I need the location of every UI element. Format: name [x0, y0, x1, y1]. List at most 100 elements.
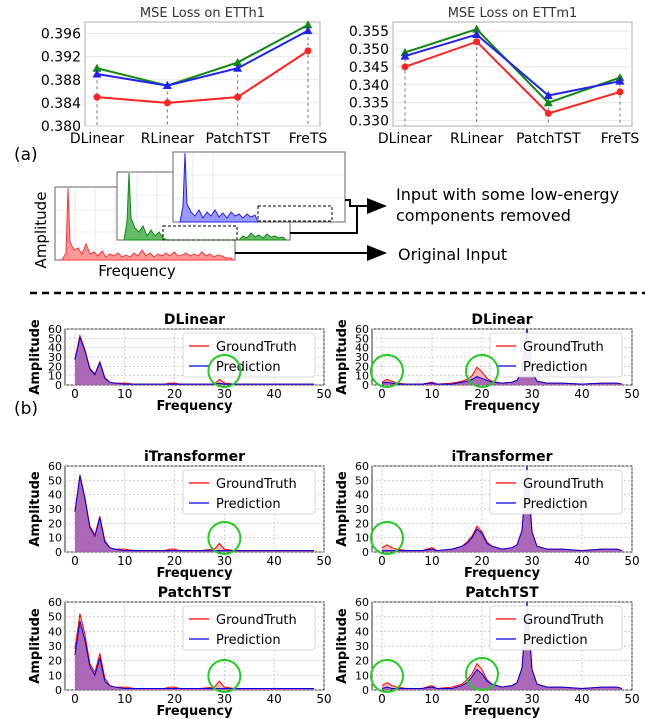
chart-title: MSE Loss on ETTm1 [448, 6, 578, 21]
partial-spectrum-area [123, 172, 288, 241]
legend-label-groundtruth: GroundTruth [216, 340, 297, 355]
prediction-area [74, 621, 315, 690]
y-tick-label: 20 [355, 517, 369, 530]
arrow-reduced [345, 198, 387, 214]
y-tick-label: 50 [355, 474, 369, 487]
label-removed-line1: Input with some low-energy [396, 185, 619, 204]
data-point [400, 51, 410, 60]
x-tick-label: 10 [424, 554, 439, 568]
data-point [472, 24, 482, 33]
y-tick-label: 40 [48, 489, 62, 502]
x-axis-label: Frequency [156, 704, 233, 719]
y-tick-label: 0 [362, 684, 369, 697]
y-tick-label: 30 [355, 503, 369, 516]
prediction-line [381, 601, 623, 690]
y-tick-label: 0 [362, 379, 369, 392]
x-tick-label: 40 [574, 387, 589, 401]
y-axis-label: Amplitude [335, 471, 350, 547]
y-tick-label: 30 [48, 351, 62, 364]
highlight-circle [207, 659, 242, 693]
arrows [235, 198, 387, 261]
series-line [96, 29, 309, 87]
arrow-partial [290, 206, 358, 234]
y-tick-label: 10 [355, 669, 369, 682]
data-point [92, 63, 102, 72]
x-axis-label: Frequency [156, 399, 233, 414]
y-tick-label: 0.392 [41, 50, 81, 66]
chart-title: DLinear [164, 312, 225, 328]
y-tick-label: 20 [48, 517, 62, 530]
data-point [401, 63, 409, 71]
y-tick-label: 30 [355, 640, 369, 653]
legend-label-groundtruth: GroundTruth [216, 477, 297, 492]
y-tick-label: 50 [355, 611, 369, 624]
chart-mse-etth1: MSE Loss on ETTh1 0.380 0.384 0.388 0.392 0.3… [41, 6, 327, 147]
x-tick-label: 40 [267, 554, 282, 568]
x-tick-label: DLinear [378, 131, 433, 147]
series-line [96, 24, 309, 87]
x-tick-label: 30 [217, 554, 232, 568]
x-tick-label: 20 [474, 554, 489, 568]
chart-title: iTransformer [144, 449, 245, 465]
chart-title: MSE Loss on ETTh1 [140, 6, 265, 21]
data-point [93, 93, 101, 101]
y-tick-label: 40 [48, 625, 62, 638]
y-tick-label: 50 [48, 332, 62, 345]
y-tick-label: 0.396 [41, 27, 81, 43]
x-tick-label: 20 [167, 554, 182, 568]
x-tick-label: 50 [316, 692, 331, 706]
x-tick-label: RLinear [141, 131, 194, 147]
panel-label-b: (b) [14, 399, 38, 419]
frequency-removal-diagram: Amplitude Frequency Input with some low-… [32, 151, 619, 280]
y-tick-label: 40 [355, 342, 369, 355]
original-spectrum-area [61, 187, 233, 261]
series-line [404, 40, 621, 115]
y-tick-label: 0.355 [349, 24, 389, 40]
series-line [96, 50, 309, 104]
data-point [233, 63, 243, 72]
diagram-y-label: Amplitude [32, 192, 50, 269]
y-tick-label: 60 [355, 460, 369, 473]
chart-title: iTransformer [451, 449, 552, 465]
data-point [233, 57, 243, 66]
y-tick-label: 0 [55, 684, 62, 697]
data-point [303, 26, 313, 35]
x-tick-label: 50 [316, 387, 331, 401]
data-point [543, 98, 553, 107]
y-tick-label: 30 [48, 503, 62, 516]
x-tick-label: PatchTST [516, 131, 581, 147]
highlight-circle [207, 354, 242, 388]
data-point [92, 69, 102, 78]
x-axis-label: Frequency [156, 566, 233, 581]
y-tick-label: 0.345 [349, 60, 389, 76]
x-tick-label: 50 [624, 387, 639, 401]
y-tick-label: 0 [55, 546, 62, 559]
legend-label-prediction: Prediction [216, 360, 281, 375]
y-tick-label: 40 [355, 625, 369, 638]
x-tick-label: FreTS [289, 131, 328, 147]
y-tick-label: 20 [355, 360, 369, 373]
y-tick-label: 10 [355, 532, 369, 545]
x-tick-label: DLinear [70, 131, 125, 147]
x-tick-label: 30 [217, 387, 232, 401]
y-axis-label: Amplitude [28, 319, 43, 395]
x-tick-label: 40 [574, 554, 589, 568]
y-tick-label: 50 [48, 611, 62, 624]
x-tick-label: PatchTST [205, 131, 270, 147]
removed-components-box-1 [162, 225, 238, 241]
y-tick-label: 60 [48, 596, 62, 609]
legend-label-prediction: Prediction [216, 633, 281, 648]
legend-box [489, 469, 623, 515]
y-axis-label: Amplitude [335, 319, 350, 395]
chart-title: PatchTST [158, 585, 232, 601]
data-point [543, 91, 553, 100]
x-tick-label: 30 [524, 387, 539, 401]
x-tick-label: 40 [267, 387, 282, 401]
legend-label-groundtruth: GroundTruth [523, 477, 604, 492]
prediction-line [382, 465, 623, 552]
highlight-circle [370, 659, 404, 693]
prediction-area [74, 337, 315, 385]
